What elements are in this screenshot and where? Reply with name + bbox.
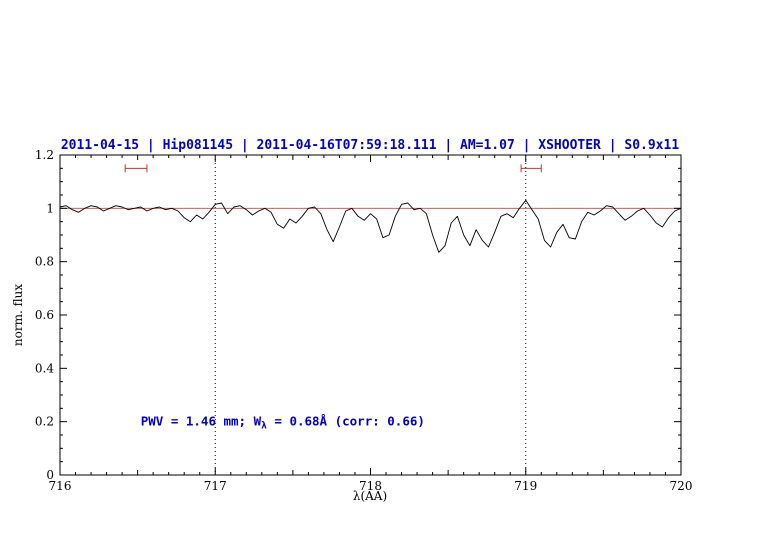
- x-tick-label: 716: [49, 479, 72, 493]
- x-axis-label: λ(AA): [353, 489, 387, 503]
- axis-ticks: [59, 154, 682, 476]
- y-axis-label: norm. flux: [11, 284, 25, 346]
- x-tick-label: 720: [670, 479, 693, 493]
- x-tick-label: 717: [204, 479, 227, 493]
- x-tick-label: 719: [514, 479, 537, 493]
- spectrum-curve: [59, 199, 682, 253]
- y-tick-label: 0.6: [35, 308, 54, 322]
- pwv-annotation: PWV = 1.46 mm; Wλ = 0.68Å (corr: 0.66): [141, 414, 425, 432]
- y-tick-label: 0.2: [35, 415, 54, 429]
- red-range-markers: [124, 164, 542, 173]
- dotted-guide-lines: [214, 155, 527, 475]
- y-tick-label: 1.2: [35, 148, 54, 162]
- plot-title: 2011-04-15 | Hip081145 | 2011-04-16T07:5…: [61, 138, 679, 153]
- x-tick-labels: 716 717 718 719 720: [49, 479, 693, 493]
- y-tick-label: 0.8: [35, 255, 54, 269]
- y-tick-labels: 0 0.2 0.4 0.6 0.8 1 1.2: [35, 148, 54, 482]
- y-tick-label: 0.4: [35, 361, 54, 375]
- y-tick-label: 0: [46, 468, 54, 482]
- x-tick-label: 718: [359, 479, 382, 493]
- y-tick-label: 1: [46, 201, 54, 215]
